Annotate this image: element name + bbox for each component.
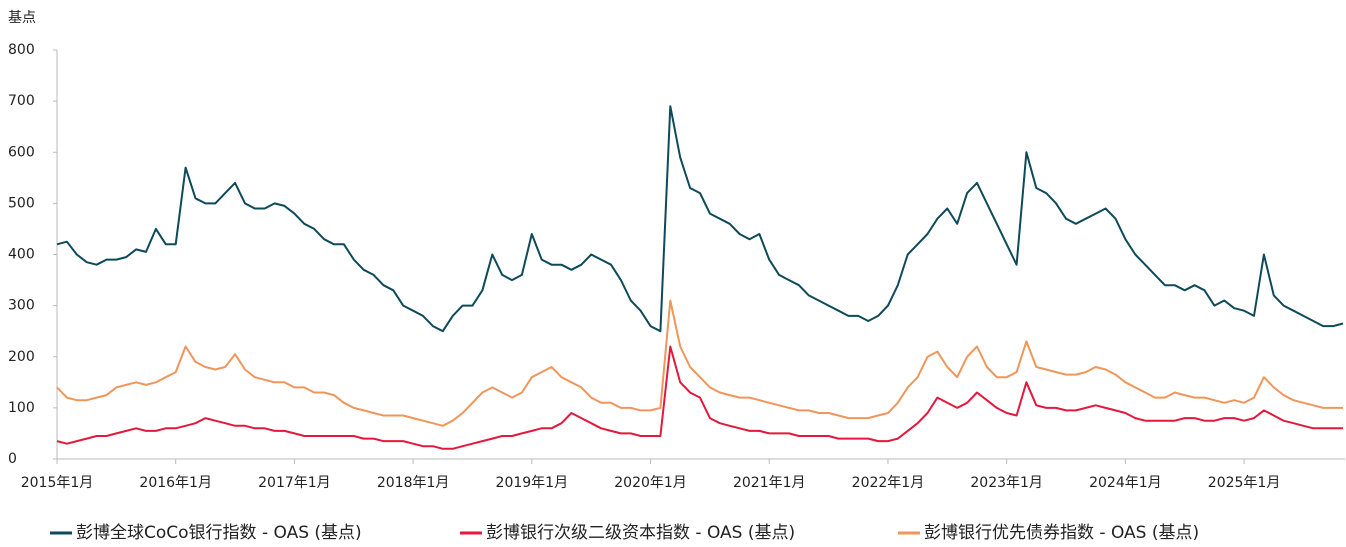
y-tick-label: 800 [8, 42, 35, 58]
y-tick-label: 100 [8, 400, 35, 416]
x-tick-label: 2020年1月 [614, 475, 687, 491]
x-tick-label: 2019年1月 [496, 475, 569, 491]
y-tick-label: 600 [8, 144, 35, 160]
legend-label: 彭博银行次级二级资本指数 - OAS (基点) [486, 523, 795, 543]
x-tick-label: 2025年1月 [1208, 475, 1281, 491]
x-tick-label: 2016年1月 [139, 475, 212, 491]
legend-label: 彭博全球CoCo银行指数 - OAS (基点) [76, 523, 362, 543]
x-tick-label: 2024年1月 [1089, 475, 1162, 491]
x-tick-label: 2023年1月 [970, 475, 1043, 491]
series-line [56, 299, 1343, 427]
y-axis-label: 基点 [8, 9, 36, 26]
y-tick-label: 400 [8, 247, 35, 263]
x-tick-label: 2022年1月 [852, 475, 925, 491]
y-tick-label: 700 [8, 93, 35, 109]
x-tick-label: 2015年1月 [21, 475, 94, 491]
series-line [56, 105, 1344, 333]
series-line [56, 345, 1343, 450]
y-tick-label: 500 [8, 195, 35, 211]
legend-label: 彭博银行优先债券指数 - OAS (基点) [924, 523, 1199, 543]
x-tick-label: 2018年1月 [377, 475, 450, 491]
y-tick-label: 0 [8, 451, 17, 467]
y-tick-label: 300 [8, 298, 35, 314]
y-tick-label: 200 [8, 349, 35, 365]
x-tick-label: 2021年1月 [733, 475, 806, 491]
x-tick-label: 2017年1月 [258, 475, 331, 491]
